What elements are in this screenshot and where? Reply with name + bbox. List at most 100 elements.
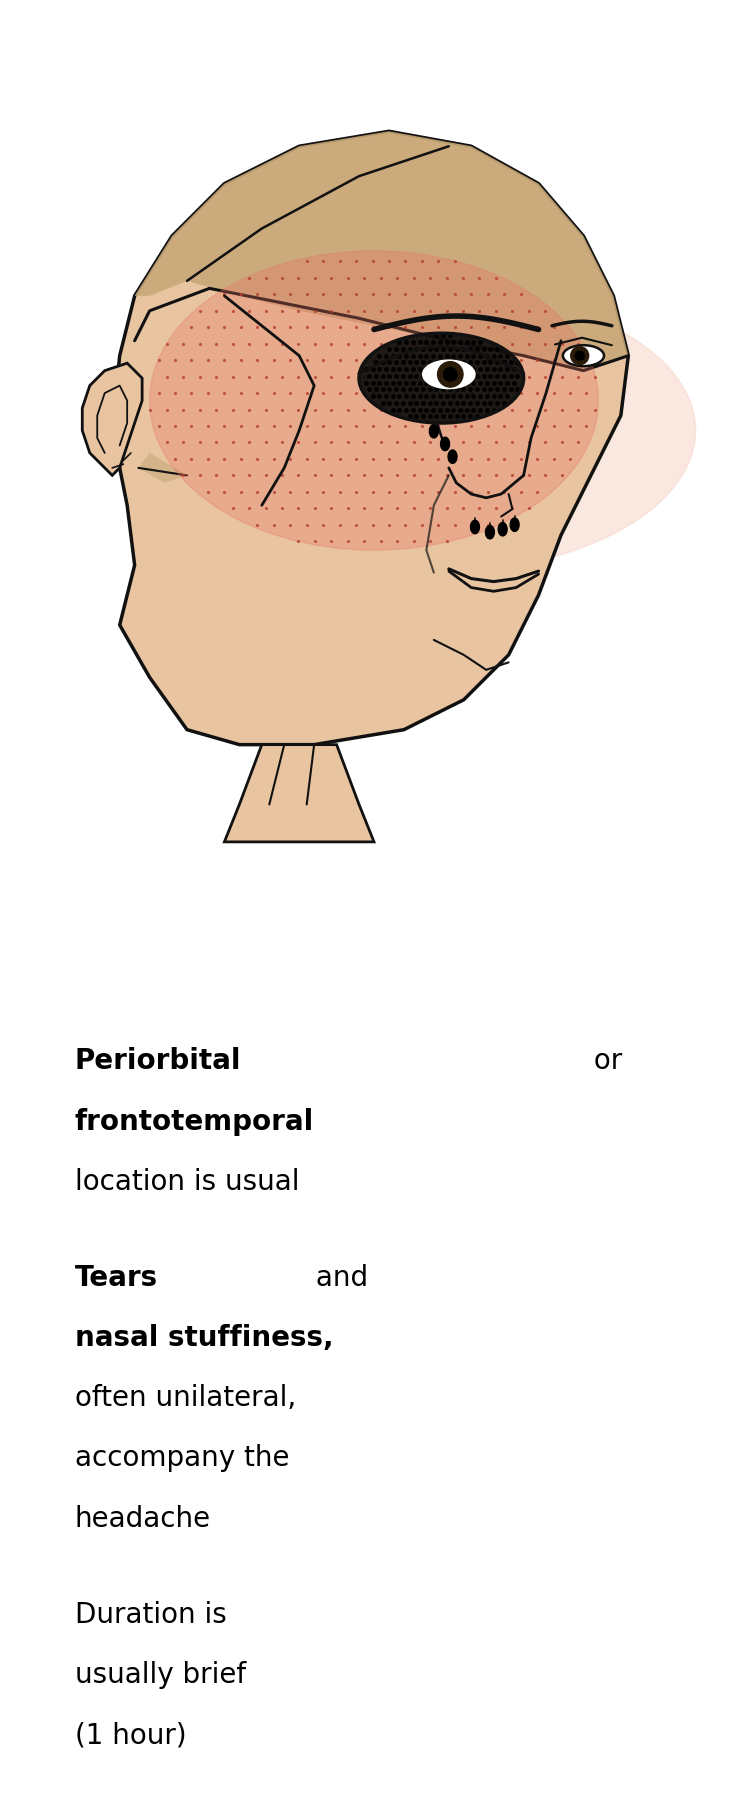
Point bbox=[391, 429, 403, 458]
Point bbox=[484, 361, 496, 390]
Point bbox=[235, 445, 247, 474]
Point bbox=[444, 389, 456, 418]
Point bbox=[473, 263, 485, 292]
Point bbox=[464, 349, 476, 378]
Point bbox=[556, 361, 568, 390]
Point bbox=[367, 280, 378, 309]
Point bbox=[342, 361, 354, 390]
Point bbox=[276, 361, 288, 390]
Point bbox=[464, 389, 476, 418]
Point bbox=[391, 329, 403, 358]
Point bbox=[387, 341, 399, 370]
Point bbox=[490, 329, 502, 358]
Point bbox=[461, 341, 473, 370]
Point bbox=[508, 354, 520, 383]
Point bbox=[383, 280, 395, 309]
Point bbox=[408, 296, 420, 325]
Point bbox=[490, 263, 502, 292]
Point bbox=[417, 401, 429, 430]
Point bbox=[410, 361, 422, 390]
Point bbox=[572, 329, 584, 358]
Point bbox=[437, 321, 449, 350]
Point bbox=[474, 369, 486, 398]
Point bbox=[482, 312, 494, 341]
Point bbox=[301, 345, 313, 374]
Point bbox=[317, 445, 329, 474]
Point bbox=[432, 445, 444, 474]
Point bbox=[473, 296, 485, 325]
Point bbox=[497, 349, 509, 378]
Point bbox=[470, 334, 482, 363]
Point bbox=[531, 445, 543, 474]
Point bbox=[301, 412, 313, 441]
Point bbox=[391, 461, 403, 490]
Point bbox=[470, 401, 482, 430]
Point bbox=[523, 296, 535, 325]
Point bbox=[373, 369, 385, 398]
Point bbox=[235, 378, 247, 407]
Point bbox=[416, 378, 428, 407]
Text: Duration is: Duration is bbox=[75, 1602, 227, 1629]
Point bbox=[441, 354, 453, 383]
Point bbox=[301, 478, 313, 507]
Point bbox=[268, 345, 280, 374]
Point bbox=[144, 396, 156, 425]
Point bbox=[367, 354, 378, 383]
Point bbox=[243, 361, 255, 390]
Point bbox=[515, 378, 527, 407]
Point bbox=[334, 345, 346, 374]
Point bbox=[423, 401, 435, 430]
Point bbox=[284, 312, 296, 341]
Point bbox=[284, 345, 296, 374]
Point bbox=[410, 374, 422, 403]
Point bbox=[501, 369, 513, 398]
Point bbox=[404, 401, 416, 430]
Point bbox=[383, 412, 395, 441]
Point bbox=[441, 361, 453, 390]
Point bbox=[416, 345, 428, 374]
Point bbox=[449, 478, 461, 507]
Point bbox=[227, 494, 239, 523]
Point bbox=[437, 401, 449, 430]
Text: nasal stuffiness,: nasal stuffiness, bbox=[75, 1324, 334, 1353]
Point bbox=[477, 361, 489, 390]
Polygon shape bbox=[448, 450, 457, 463]
Point bbox=[383, 374, 395, 403]
Point bbox=[202, 412, 214, 441]
Point bbox=[284, 412, 296, 441]
Point bbox=[387, 369, 399, 398]
Point bbox=[424, 429, 436, 458]
Point bbox=[498, 312, 510, 341]
Point bbox=[564, 412, 576, 441]
Point bbox=[481, 341, 493, 370]
Point bbox=[430, 349, 442, 378]
Point bbox=[437, 334, 449, 363]
Point bbox=[511, 361, 523, 390]
Point bbox=[408, 527, 420, 556]
Point bbox=[404, 374, 416, 403]
Point bbox=[358, 494, 370, 523]
Point bbox=[383, 378, 395, 407]
Point bbox=[468, 354, 479, 383]
Point bbox=[161, 361, 173, 390]
Polygon shape bbox=[498, 523, 507, 536]
Point bbox=[494, 354, 506, 383]
Point bbox=[450, 374, 462, 403]
Point bbox=[420, 341, 432, 370]
Point bbox=[375, 329, 387, 358]
Point bbox=[461, 327, 473, 356]
Point bbox=[367, 478, 378, 507]
Point bbox=[450, 361, 462, 390]
Point bbox=[432, 312, 444, 341]
Point bbox=[161, 429, 173, 458]
Point bbox=[410, 334, 422, 363]
Circle shape bbox=[575, 350, 584, 360]
Point bbox=[391, 494, 403, 523]
Point bbox=[301, 510, 313, 539]
Point bbox=[350, 445, 362, 474]
Point bbox=[227, 461, 239, 490]
Point bbox=[473, 361, 485, 390]
Point bbox=[317, 510, 329, 539]
Point bbox=[501, 354, 513, 383]
Point bbox=[383, 445, 395, 474]
